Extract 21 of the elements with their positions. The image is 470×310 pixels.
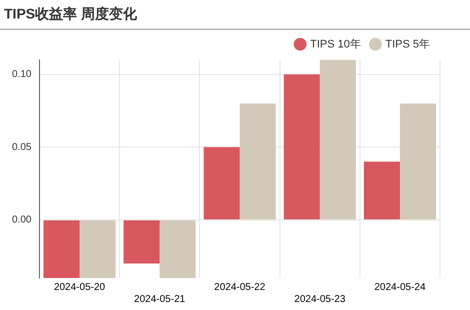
bar	[124, 220, 160, 264]
bar	[160, 220, 196, 278]
bar	[204, 147, 240, 220]
bar	[240, 103, 276, 220]
legend-label: TIPS 5年	[385, 38, 430, 50]
legend-label: TIPS 10年	[310, 38, 361, 50]
x-tick-label: 2024-05-24	[374, 282, 426, 293]
x-tick-label: 2024-05-20	[54, 282, 106, 293]
chart-title: TIPS收益率 周度变化	[4, 5, 138, 22]
bar	[43, 220, 80, 278]
bar	[284, 74, 320, 220]
x-tick-label: 2024-05-21	[134, 294, 186, 305]
y-tick-label: 0.05	[12, 142, 32, 153]
x-tick-label: 2024-05-23	[294, 294, 346, 305]
y-tick-label: 0.00	[12, 214, 32, 226]
x-tick-label: 2024-05-22	[214, 282, 266, 293]
bar	[364, 162, 400, 220]
bar	[80, 220, 116, 278]
bar	[320, 60, 356, 220]
bar	[400, 103, 436, 220]
y-tick-label: 0.10	[12, 69, 32, 80]
